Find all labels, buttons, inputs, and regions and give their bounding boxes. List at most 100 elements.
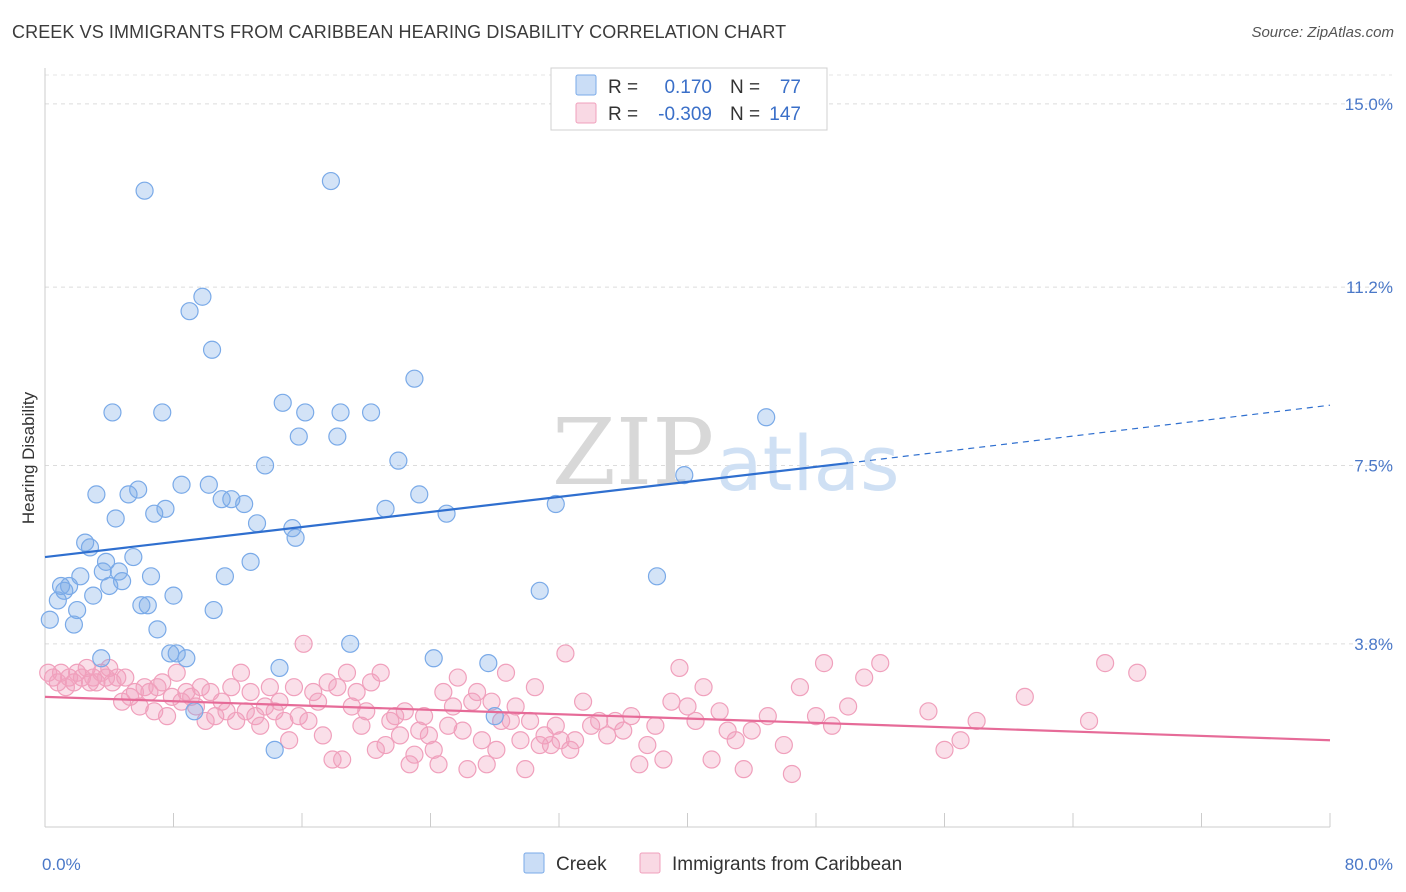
point-immigrants-from-caribbean [337,663,357,682]
point-immigrants-from-caribbean [241,682,260,702]
point-creek [164,586,183,605]
point-immigrants-from-caribbean [546,716,565,735]
legend-box [550,67,828,131]
point-immigrants-from-caribbean [270,692,289,711]
point-creek [177,649,196,668]
point-immigrants-from-caribbean [496,663,516,682]
point-immigrants-from-caribbean [525,678,545,697]
point-immigrants-from-caribbean [742,721,761,740]
point-immigrants-from-caribbean [710,702,729,721]
legend-n-value-creek: 77 [780,77,801,98]
point-immigrants-from-caribbean [361,673,381,692]
point-creek [71,567,90,586]
point-immigrants-from-caribbean [323,750,342,769]
point-immigrants-from-caribbean [443,697,463,716]
point-creek [68,600,87,620]
point-creek [87,485,106,504]
point-immigrants-from-caribbean [1096,654,1115,673]
point-immigrants-from-caribbean [255,697,275,716]
point-creek [172,475,191,494]
point-creek [647,567,667,586]
series-legend-label-caribbean: Immigrants from Caribbean [672,854,902,875]
point-immigrants-from-caribbean [686,711,705,731]
point-creek [129,480,148,499]
point-creek [331,403,350,422]
series-legend-label-creek: Creek [556,854,607,875]
point-immigrants-from-caribbean [951,731,970,750]
chart-title: CREEK VS IMMIGRANTS FROM CARIBBEAN HEARI… [12,22,787,42]
point-creek [119,485,138,504]
point-immigrants-from-caribbean [227,711,246,731]
point-creek [410,485,429,504]
point-creek [321,171,341,191]
point-creek [437,504,456,523]
point-creek [48,591,67,610]
point-immigrants-from-caribbean [130,697,149,716]
point-creek [199,475,218,494]
point-immigrants-from-caribbean [678,697,697,716]
y-tick-label: 11.2% [1346,278,1393,297]
point-immigrants-from-caribbean [333,750,352,769]
series-legend: Creek Immigrants from Caribbean [523,852,902,875]
y-tick-label: 3.8% [1354,635,1393,654]
point-immigrants-from-caribbean [246,707,265,726]
point-immigrants-from-caribbean [222,678,241,697]
y-tick-labels: 3.8% 7.5% 11.2% 15.0% [1345,95,1393,654]
point-immigrants-from-caribbean [806,707,826,726]
point-creek [109,562,128,581]
point-creek [270,658,289,678]
point-creek [757,408,776,427]
point-creek [106,509,125,528]
point-immigrants-from-caribbean [414,707,434,726]
point-creek [202,340,222,359]
point-immigrants-from-caribbean [814,654,834,673]
point-creek [156,499,175,518]
point-immigrants-from-caribbean [614,721,633,740]
point-creek [376,499,395,518]
x-tick-labels: 0.0% 80.0% [42,855,1393,874]
point-creek [424,649,443,668]
point-creek [103,403,122,422]
point-creek [124,547,143,567]
point-immigrants-from-caribbean [702,750,721,769]
point-immigrants-from-caribbean [191,678,210,697]
point-creek [112,572,132,591]
point-immigrants-from-caribbean [77,658,96,678]
legend-swatch-caribbean [575,102,597,124]
source-label: Source: ZipAtlas.com [1251,24,1394,41]
point-immigrants-from-caribbean [352,716,371,735]
point-immigrants-from-caribbean [734,760,753,779]
point-creek [235,494,254,514]
x-tick-max: 80.0% [1345,855,1393,874]
point-immigrants-from-caribbean [654,750,673,769]
point-creek [180,302,199,321]
point-creek [241,552,260,571]
legend-n-label-creek: N = [730,77,760,98]
point-creek [546,494,565,514]
point-creek [148,620,167,639]
point-creek [215,567,234,586]
point-creek [84,586,103,605]
point-immigrants-from-caribbean [556,644,575,663]
point-immigrants-from-caribbean [1015,687,1034,706]
trend-lines [44,404,1331,742]
point-creek [96,552,116,571]
point-immigrants-from-caribbean [726,731,745,750]
point-immigrants-from-caribbean [511,731,530,750]
series-legend-swatch-caribbean [639,852,661,874]
point-creek [289,427,308,446]
point-creek [145,504,164,523]
point-immigrants-from-caribbean [357,702,376,721]
point-immigrants-from-caribbean [251,716,270,735]
point-immigrants-from-caribbean [116,668,135,687]
point-creek [341,634,360,653]
point-immigrants-from-caribbean [967,711,986,731]
point-creek [153,403,172,422]
point-immigrants-from-caribbean [774,735,793,755]
point-immigrants-from-caribbean [482,692,501,711]
point-creek [92,649,111,668]
correlation-legend: R = 0.170 N = 77 R = -0.309 N = 147 [550,67,828,131]
point-immigrants-from-caribbean [822,716,842,735]
point-immigrants-from-caribbean [347,682,366,702]
point-immigrants-from-caribbean [467,682,487,702]
